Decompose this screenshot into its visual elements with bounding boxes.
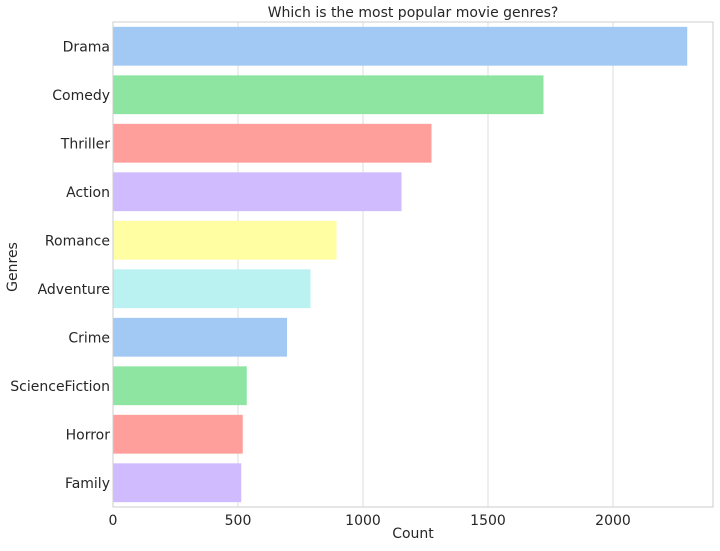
bar-romance [113,220,337,260]
y-axis-label: Genres [5,242,21,292]
y-tick-label: Action [66,185,110,201]
plot-area [112,21,714,508]
bar-family [113,463,242,503]
bar-crime [113,317,287,357]
bar-horror [113,414,243,454]
x-tick-label: 1000 [345,513,381,529]
x-tick-label: 500 [225,513,252,529]
x-tick-label: 1500 [470,513,506,529]
x-axis-label: Count [392,526,434,542]
y-tick-label: Family [65,476,110,492]
bar-drama [113,26,688,66]
y-tick-label: Horror [66,427,111,443]
y-tick-label: Adventure [38,282,110,298]
y-tick-label: Drama [63,39,110,55]
plot-border [112,21,714,508]
y-tick-label: Romance [45,233,110,249]
bar-thriller [113,123,432,163]
y-tick-label: Thriller [60,136,110,152]
x-tick-label: 2000 [595,513,631,529]
bar-adventure [113,269,311,309]
chart-title: Which is the most popular movie genres? [268,5,559,21]
x-axis-ticks: 0 500 1000 1500 2000 [109,513,631,529]
y-tick-label: ScienceFiction [10,379,110,395]
bars [113,26,688,503]
y-tick-label: Crime [68,330,110,346]
y-tick-label: Comedy [52,88,110,104]
bar-action [113,172,402,212]
y-axis-ticks: Drama Comedy Thriller Action Romance Adventur… [10,39,110,492]
x-tick-label: 0 [109,513,118,529]
bar-comedy [113,75,544,115]
bar-sciencefiction [113,366,247,406]
plot-frame [112,21,714,508]
